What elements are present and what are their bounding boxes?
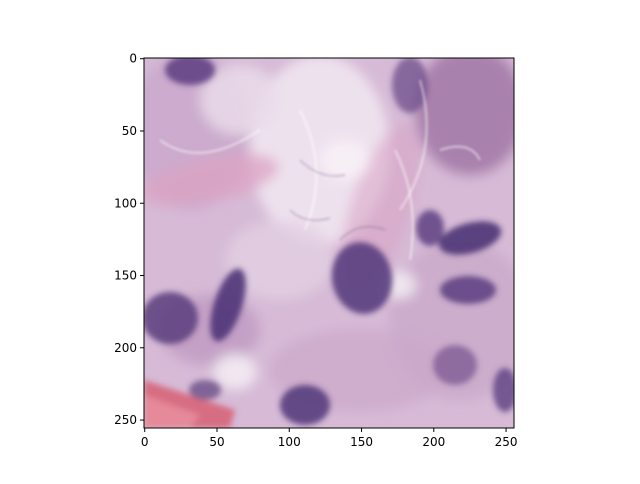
- x-tick-label: 50: [209, 435, 224, 449]
- x-tick-label: 200: [422, 435, 445, 449]
- x-tick-label: 250: [495, 435, 518, 449]
- plot-frame: [143, 57, 515, 429]
- y-axis: 0 50 100 150 200 250: [114, 52, 144, 427]
- histology-image: [144, 58, 514, 428]
- y-tick-label: 200: [114, 341, 137, 355]
- x-tick-label: 0: [141, 435, 149, 449]
- y-tick-label: 250: [114, 413, 137, 427]
- x-axis: 0 50 100 150 200 250: [141, 428, 518, 449]
- y-tick-label: 100: [114, 196, 137, 210]
- y-tick-label: 0: [129, 52, 137, 66]
- x-tick-label: 100: [278, 435, 301, 449]
- y-tick-label: 150: [114, 269, 137, 283]
- x-tick-label: 150: [350, 435, 373, 449]
- y-tick-label: 50: [122, 124, 137, 138]
